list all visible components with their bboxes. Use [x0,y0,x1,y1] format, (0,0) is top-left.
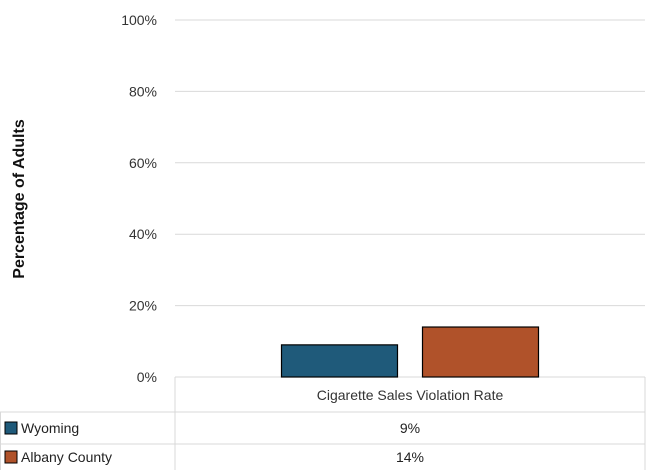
y-tick-label: 60% [129,155,157,171]
y-tick-label: 20% [129,298,157,314]
y-axis-label: Percentage of Adults [11,119,28,279]
legend-swatch [4,450,18,464]
table-value: 14% [396,449,424,465]
bar-albany-county [421,326,540,378]
x-category-label: Cigarette Sales Violation Rate [317,387,504,403]
legend-label: Wyoming [21,420,79,436]
bar-wyoming [280,344,399,378]
y-tick-label: 100% [121,12,157,28]
y-tick-label: 40% [129,226,157,242]
legend-label: Albany County [21,449,112,465]
legend-swatch [4,421,18,435]
y-tick-label: 80% [129,83,157,99]
table-value: 9% [400,420,420,436]
y-tick-label: 0% [137,369,157,385]
